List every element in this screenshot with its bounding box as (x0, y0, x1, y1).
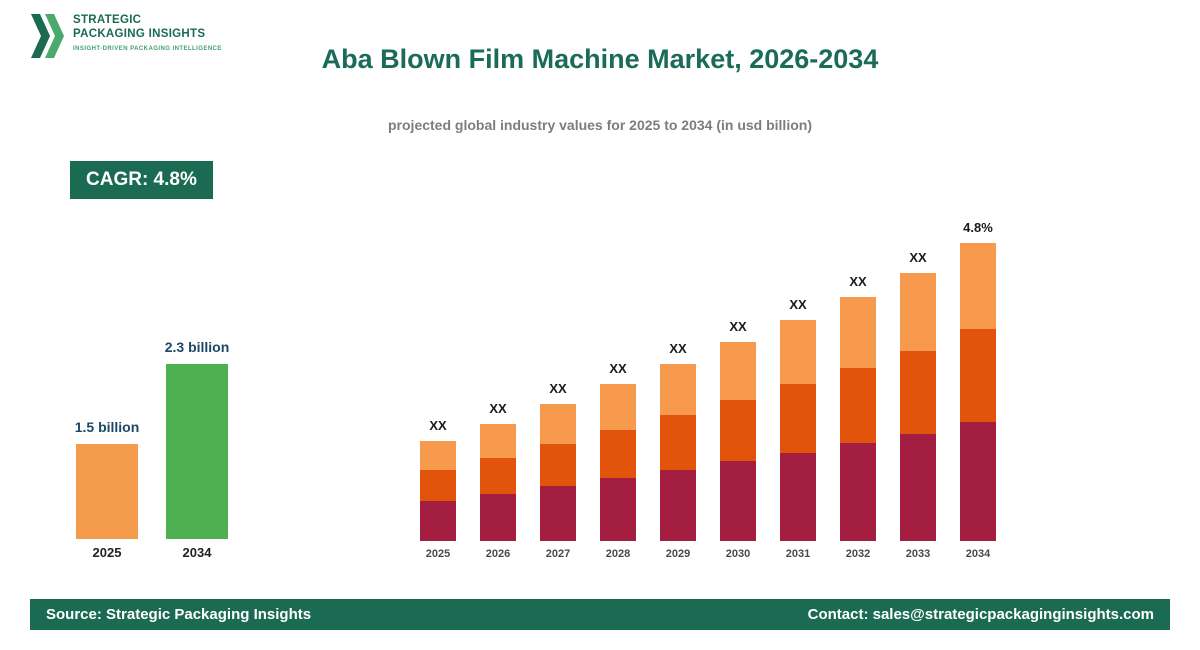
bar-segment-middle (780, 384, 816, 453)
bar-segment-bottom (780, 452, 816, 541)
bar-segment-top (600, 384, 636, 430)
stacked-bar (600, 384, 636, 541)
stacked-bar-group: XX 2026 (480, 401, 516, 560)
stacked-bar (720, 342, 756, 541)
bar-value-label: XX (849, 274, 867, 289)
bar-segment-bottom (720, 461, 756, 541)
summary-year-label: 2034 (182, 545, 212, 560)
stacked-bar (420, 441, 456, 541)
bar-segment-middle (840, 367, 876, 444)
bar-segment-middle (660, 415, 696, 471)
stacked-bar-group: XX 2032 (840, 274, 876, 560)
stacked-bar-group: XX 2033 (900, 250, 936, 560)
stacked-bar-group: 4.8% 2034 (960, 220, 996, 560)
bar-segment-bottom (480, 494, 516, 541)
bar-segment-top (660, 364, 696, 416)
bar-segment-middle (960, 329, 996, 422)
bar-value-label: 4.8% (963, 220, 993, 235)
bar-value-label: XX (429, 418, 447, 433)
logo: STRATEGIC PACKAGING INSIGHTS INSIGHT-DRI… (30, 13, 222, 59)
bar-segment-bottom (960, 421, 996, 541)
stacked-bar-group: XX 2027 (540, 381, 576, 560)
category-label: 2028 (605, 548, 631, 560)
stacked-bar-group: XX 2030 (720, 319, 756, 560)
bar-segment-top (480, 424, 516, 458)
stacked-bar (840, 297, 876, 541)
summary-chart: 1.5 billion 2025 2.3 billion 2034 (74, 339, 230, 560)
category-label: 2032 (845, 548, 871, 560)
category-label: 2027 (545, 548, 571, 560)
stacked-bar (480, 424, 516, 541)
summary-bar-group: 2.3 billion 2034 (164, 339, 230, 560)
bar-value-label: XX (549, 381, 567, 396)
bar-segment-top (840, 297, 876, 368)
bar-value-label: XX (789, 297, 807, 312)
summary-value-label: 2.3 billion (164, 339, 230, 355)
bar-value-label: XX (609, 361, 627, 376)
stacked-bar-group: XX 2031 (780, 297, 816, 560)
bar-value-label: XX (669, 341, 687, 356)
bar-segment-bottom (900, 433, 936, 541)
stacked-bar-chart: XX 2025 XX 2026 XX 2027 XX 2028 XX 2029 XX 2030 XX 20… (420, 220, 996, 560)
bar-segment-top (780, 320, 816, 385)
category-label: 2029 (665, 548, 691, 560)
cagr-badge: CAGR: 4.8% (70, 161, 213, 199)
footer-bar: Source: Strategic Packaging Insights Con… (30, 599, 1170, 630)
summary-bar-group: 1.5 billion 2025 (74, 419, 140, 560)
stacked-bar-group: XX 2029 (660, 341, 696, 560)
bar-segment-top (960, 243, 996, 330)
footer-source: Source: Strategic Packaging Insights (46, 606, 312, 623)
category-label: 2025 (425, 548, 451, 560)
bar-segment-bottom (660, 470, 696, 541)
page-title: Aba Blown Film Machine Market, 2026-2034 (321, 44, 879, 74)
bar-segment-top (420, 441, 456, 470)
summary-bar (166, 364, 228, 539)
bar-segment-bottom (840, 443, 876, 541)
bar-segment-top (900, 273, 936, 351)
bar-segment-middle (420, 470, 456, 501)
bar-segment-bottom (540, 486, 576, 541)
bar-value-label: XX (909, 250, 927, 265)
category-label: 2026 (485, 548, 511, 560)
bar-segment-bottom (420, 501, 456, 541)
bar-value-label: XX (729, 319, 747, 334)
bar-segment-top (720, 342, 756, 400)
logo-line2: PACKAGING INSIGHTS (73, 28, 206, 41)
bar-segment-middle (600, 429, 636, 479)
bar-segment-middle (720, 399, 756, 462)
page-subtitle: projected global industry values for 202… (388, 117, 812, 133)
bar-segment-middle (540, 443, 576, 487)
summary-bar (76, 444, 138, 539)
bar-segment-middle (900, 350, 936, 434)
stacked-bar (960, 243, 996, 541)
category-label: 2031 (785, 548, 811, 560)
stacked-bar-group: XX 2028 (600, 361, 636, 560)
summary-value-label: 1.5 billion (74, 419, 140, 435)
category-label: 2030 (725, 548, 751, 560)
stacked-bar (900, 273, 936, 541)
stacked-bar (780, 320, 816, 541)
stacked-bar (660, 364, 696, 541)
category-label: 2034 (965, 548, 991, 560)
summary-year-label: 2025 (92, 545, 122, 560)
logo-text: STRATEGIC PACKAGING INSIGHTS INSIGHT-DRI… (73, 13, 222, 52)
bar-segment-top (540, 404, 576, 444)
bar-value-label: XX (489, 401, 507, 416)
logo-line1: STRATEGIC (73, 14, 142, 26)
logo-tagline: INSIGHT-DRIVEN PACKAGING INTELLIGENCE (73, 45, 222, 52)
footer-contact: Contact: sales@strategicpackaginginsight… (807, 606, 1154, 623)
bar-segment-bottom (600, 478, 636, 541)
logo-chevron-icon (31, 14, 64, 58)
category-label: 2033 (905, 548, 931, 560)
bar-segment-middle (480, 457, 516, 495)
stacked-bar-group: XX 2025 (420, 418, 456, 560)
stacked-bar (540, 404, 576, 541)
